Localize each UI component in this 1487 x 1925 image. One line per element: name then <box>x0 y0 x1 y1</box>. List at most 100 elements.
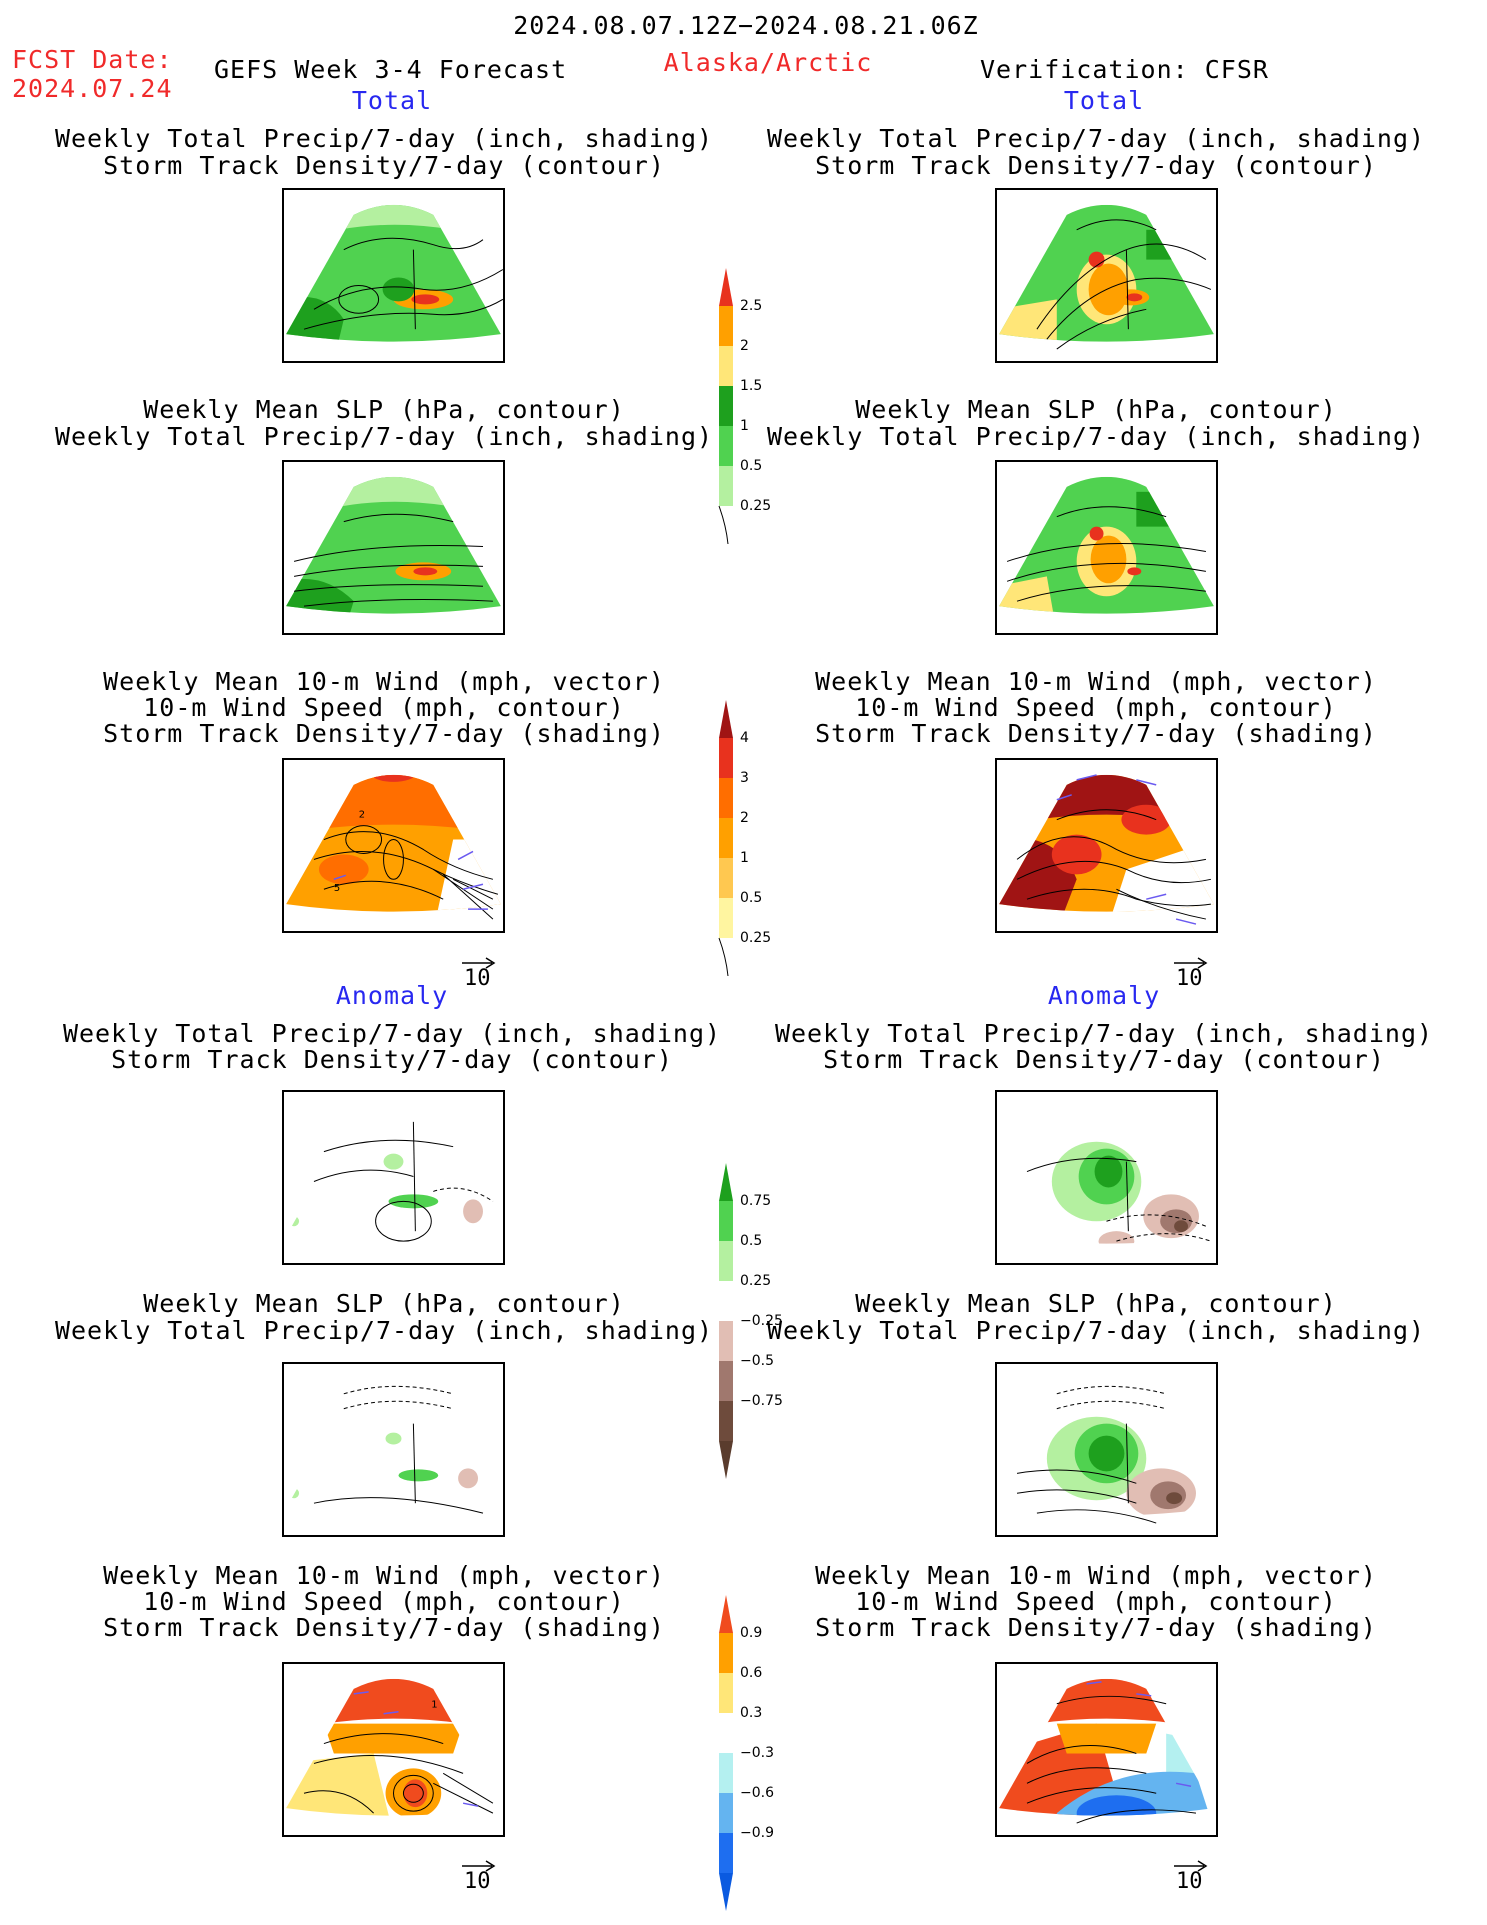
colorbar-tick-label: −0.9 <box>740 1825 774 1841</box>
contour-label: 5 <box>334 883 340 894</box>
colorbar-segment <box>719 738 733 778</box>
title-precip-l1: Weekly Total Precip/7-day (inch, shading… <box>54 124 714 153</box>
section-total-right: Total <box>1063 86 1145 115</box>
title-awind-l3: Storm Track Density/7-day (shading) <box>103 1613 665 1642</box>
colorbar-tick-label: 0.9 <box>740 1625 763 1641</box>
fcst-date-value: 2024.07.24 <box>12 74 173 103</box>
contour-label: 1 <box>431 1700 437 1711</box>
title-aprecip-l1: Weekly Total Precip/7-day (inch, shading… <box>62 1019 722 1048</box>
title-aprecip-l2: Storm Track Density/7-day (contour) <box>111 1045 673 1074</box>
title-wind-l3: Storm Track Density/7-day (shading) <box>103 719 665 748</box>
map-wind-total-forecast: 2 5 <box>282 758 505 933</box>
region-title: Alaska/Arctic <box>663 48 873 77</box>
map-slp-anomaly-verification <box>995 1362 1218 1537</box>
title-precip-l2: Storm Track Density/7-day (contour) <box>103 151 665 180</box>
title-slp-r2: Weekly Total Precip/7-day (inch, shading… <box>766 422 1426 451</box>
colorbar-segment <box>719 346 733 386</box>
colorbar-tick-label: 0.25 <box>740 498 772 514</box>
colorbar-tick-label: 0.5 <box>740 890 763 906</box>
colorbar-segment <box>719 1361 733 1401</box>
colorbar-top-triangle <box>719 268 733 306</box>
title-aslp-r1: Weekly Mean SLP (hPa, contour) <box>855 1289 1337 1318</box>
map-slp-anomaly-forecast <box>282 1362 505 1537</box>
title-precip-r1: Weekly Total Precip/7-day (inch, shading… <box>766 124 1426 153</box>
title-wind-r3: Storm Track Density/7-day (shading) <box>815 719 1377 748</box>
title-slp-l1: Weekly Mean SLP (hPa, contour) <box>143 395 625 424</box>
map-wind-total-verification <box>995 758 1218 933</box>
period-title: 2024.08.07.12Z−2024.08.21.06Z <box>513 11 979 40</box>
colorbar-segment <box>719 1673 733 1713</box>
colorbar-segment <box>719 1753 733 1793</box>
map-precip-total-verification <box>995 188 1218 363</box>
verification-label: Verification: CFSR <box>980 55 1269 84</box>
colorbar-segment <box>719 1281 733 1321</box>
colorbar-segment <box>719 426 733 466</box>
forecast-name: GEFS Week 3-4 Forecast <box>214 55 568 84</box>
colorbar-tick-label: 2.5 <box>740 298 763 314</box>
title-awind-l1: Weekly Mean 10-m Wind (mph, vector) <box>103 1561 665 1590</box>
map-wind-anomaly-forecast: 1 <box>282 1662 505 1837</box>
title-wind-l1: Weekly Mean 10-m Wind (mph, vector) <box>103 667 665 696</box>
section-total-left: Total <box>351 86 433 115</box>
section-anomaly-left: Anomaly <box>335 981 449 1010</box>
colorbar-segment <box>719 466 733 506</box>
colorbar-segment <box>719 1401 733 1441</box>
map-slp-total-forecast <box>282 460 505 635</box>
colorbar-tick-label: 0.25 <box>740 1273 772 1289</box>
colorbar-tick-label: 1.5 <box>740 378 763 394</box>
title-aslp-l1: Weekly Mean SLP (hPa, contour) <box>143 1289 625 1318</box>
title-awind-r3: Storm Track Density/7-day (shading) <box>815 1613 1377 1642</box>
colorbar-segment <box>719 1713 733 1753</box>
title-awind-l2: 10-m Wind Speed (mph, contour) <box>143 1587 625 1616</box>
colorbar-tick-label: −0.25 <box>740 1313 783 1329</box>
colorbar-tick-label: 1 <box>740 418 749 434</box>
section-anomaly-right: Anomaly <box>1047 981 1161 1010</box>
colorbar-tick-label: 0.5 <box>740 458 763 474</box>
colorbar-segment <box>719 898 733 938</box>
colorbar-tick-label: 0.75 <box>740 1193 772 1209</box>
colorbar-segment <box>719 1833 733 1873</box>
colorbar-segment <box>719 778 733 818</box>
colorbar-tick-label: −0.3 <box>740 1745 774 1761</box>
title-precip-r2: Storm Track Density/7-day (contour) <box>815 151 1377 180</box>
map-precip-total-forecast <box>282 188 505 363</box>
colorbar-top-triangle <box>719 1163 733 1201</box>
map-precip-anomaly-verification <box>995 1090 1218 1265</box>
colorbar-bottom-tail <box>718 937 729 976</box>
colorbar-tick-label: 0.6 <box>740 1665 763 1681</box>
colorbar-bottom-tail <box>718 505 729 544</box>
colorbar-tick-label: 0.25 <box>740 930 772 946</box>
colorbar-segment <box>719 818 733 858</box>
map-wind-anomaly-verification <box>995 1662 1218 1837</box>
title-awind-r2: 10-m Wind Speed (mph, contour) <box>855 1587 1337 1616</box>
colorbar-segment <box>719 858 733 898</box>
colorbar-bottom-tail <box>719 1873 733 1911</box>
colorbar-bottom-tail <box>719 1441 733 1479</box>
colorbar-tick-label: −0.75 <box>740 1393 783 1409</box>
colorbar-top-triangle <box>719 700 733 738</box>
colorbar-segment <box>719 1201 733 1241</box>
title-aslp-r2: Weekly Total Precip/7-day (inch, shading… <box>766 1316 1426 1345</box>
colorbar-segment <box>719 1321 733 1361</box>
colorbar-tick-label: −0.6 <box>740 1785 774 1801</box>
title-wind-r1: Weekly Mean 10-m Wind (mph, vector) <box>815 667 1377 696</box>
title-wind-l2: 10-m Wind Speed (mph, contour) <box>143 693 625 722</box>
map-slp-total-verification <box>995 460 1218 635</box>
title-wind-r2: 10-m Wind Speed (mph, contour) <box>855 693 1337 722</box>
colorbar-tick-label: 0.3 <box>740 1705 763 1721</box>
title-slp-r1: Weekly Mean SLP (hPa, contour) <box>855 395 1337 424</box>
colorbar-segment <box>719 1793 733 1833</box>
title-aprecip-r2: Storm Track Density/7-day (contour) <box>823 1045 1385 1074</box>
contour-label: 2 <box>359 810 365 821</box>
colorbar-tick-label: −0.5 <box>740 1353 774 1369</box>
map-precip-anomaly-forecast <box>282 1090 505 1265</box>
colorbar-segment <box>719 306 733 346</box>
title-slp-l2: Weekly Total Precip/7-day (inch, shading… <box>54 422 714 451</box>
colorbar-segment <box>719 386 733 426</box>
colorbar-tick-label: 4 <box>740 730 749 746</box>
colorbar-tick-label: 3 <box>740 770 749 786</box>
colorbar-tick-label: 2 <box>740 338 749 354</box>
colorbar-tick-label: 0.5 <box>740 1233 763 1249</box>
colorbar-tick-label: 1 <box>740 850 749 866</box>
title-awind-r1: Weekly Mean 10-m Wind (mph, vector) <box>815 1561 1377 1590</box>
